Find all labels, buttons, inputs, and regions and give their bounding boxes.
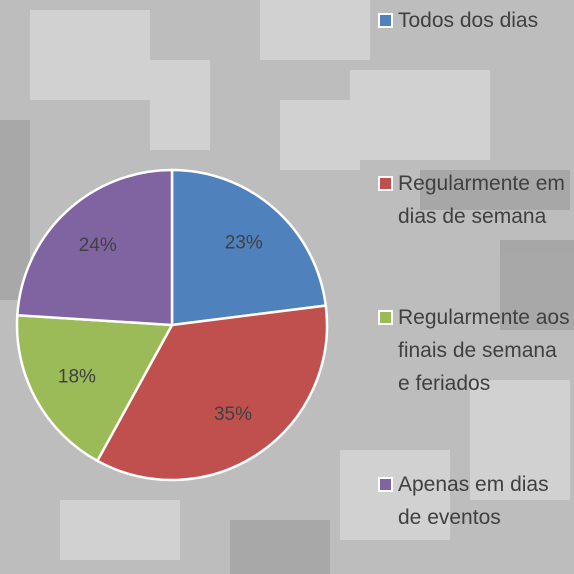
data-label: 35% <box>214 404 252 425</box>
data-label: 23% <box>225 233 263 254</box>
pie: 23% 35% 18% 24% <box>15 168 329 482</box>
legend-label: Regularmente em dias de semana <box>398 172 565 228</box>
data-label: 24% <box>79 235 117 256</box>
pie-slice <box>15 168 174 327</box>
legend-swatch <box>378 477 393 492</box>
pie-slice <box>15 313 175 463</box>
legend-item: Regularmente aos finais de semana e feri… <box>378 301 570 400</box>
legend-item: Apenas em dias de eventos <box>378 468 570 534</box>
pie-slice <box>95 304 329 482</box>
legend-swatch <box>378 176 393 191</box>
legend-item: Todos dos dias <box>378 4 570 37</box>
legend-label: Regularmente aos finais de semana e feri… <box>398 306 570 395</box>
aerial-texture <box>30 0 570 560</box>
data-label: 18% <box>58 366 96 387</box>
legend: Todos dos dias Regularmente em dias de se… <box>378 4 570 534</box>
legend-swatch <box>378 310 393 325</box>
legend-item: Regularmente em dias de semana <box>378 167 570 233</box>
legend-label: Todos dos dias <box>398 9 539 32</box>
legend-swatch <box>378 13 393 28</box>
pie-slice <box>170 168 328 327</box>
legend-label: Apenas em dias de eventos <box>398 473 549 529</box>
aerial-shadows <box>0 120 574 574</box>
